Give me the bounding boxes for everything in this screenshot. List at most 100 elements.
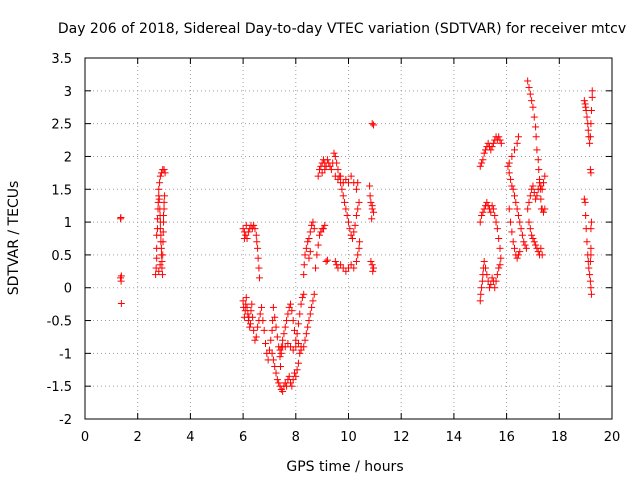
data-point [476,218,484,226]
data-point [534,156,542,164]
data-point [160,198,168,206]
y-tick-label: 3.5 [51,52,72,67]
data-point [300,343,308,351]
data-point [273,333,281,341]
data-point [587,218,595,226]
data-point [239,225,247,233]
data-point [156,225,164,233]
data-point [478,212,486,220]
data-point [255,264,263,272]
data-point [155,195,163,203]
data-point [355,244,363,252]
data-point [526,225,534,233]
data-point [480,149,488,157]
data-point [488,202,496,210]
data-point [586,277,594,285]
data-point [268,326,276,334]
grid [85,58,612,419]
y-axis-label: SDTVAR / TECUs [6,181,22,296]
data-point [346,225,354,233]
data-point [160,218,168,226]
data-point [268,349,276,357]
data-point [514,133,522,141]
data-point [271,362,279,370]
data-point [585,264,593,272]
data-point [252,333,260,341]
data-point [350,264,358,272]
x-axis-label: GPS time / hours [286,459,403,475]
data-point [354,205,362,213]
data-point [492,277,500,285]
data-point [588,87,596,95]
data-point [517,225,525,233]
data-point [538,185,546,193]
data-point [300,261,308,269]
data-point [302,330,310,338]
data-point [294,359,302,367]
data-point [487,146,495,154]
data-point [539,208,547,216]
data-point [516,248,524,256]
data-point [495,264,503,272]
y-tick-label: 3 [64,85,72,100]
data-point [283,317,291,325]
data-point [478,159,486,167]
data-point [155,185,163,193]
data-point [488,143,496,151]
data-point [327,166,335,174]
data-point [532,241,540,249]
data-point [255,274,263,282]
data-point [158,271,166,279]
data-point [331,257,339,265]
data-point [580,195,588,203]
data-point [530,113,538,121]
data-point [497,254,505,262]
data-point [251,336,259,344]
data-point [491,212,499,220]
data-point [277,349,285,357]
x-tick-label: 0 [81,430,89,445]
data-point [508,182,516,190]
data-point [533,192,541,200]
data-point [293,366,301,374]
y-tick-label: 1 [64,216,72,231]
x-tick-label: 12 [393,430,410,445]
data-point [156,261,164,269]
data-point [321,166,329,174]
data-point [508,152,516,160]
data-point [583,113,591,121]
data-point [159,238,167,246]
data-point [496,261,504,269]
y-tick-label: -0.5 [47,315,72,330]
data-point [489,139,497,147]
data-point [323,256,331,264]
data-point [337,172,345,180]
data-point [243,303,251,311]
data-point [305,235,313,242]
data-point [251,225,259,233]
data-point [259,317,267,325]
data-point [305,254,313,262]
data-point [246,323,254,331]
data-point [300,290,308,298]
data-point [507,218,515,226]
data-point [331,152,339,160]
data-point [279,336,287,344]
data-point [276,353,284,361]
y-tick-label: -1.5 [47,380,72,395]
y-tick-label: 2 [64,150,72,165]
data-point [269,356,277,364]
data-point [476,162,484,170]
data-point [292,372,300,380]
data-point [269,303,277,311]
x-tick-label: 14 [446,430,463,445]
data-point [356,238,364,246]
data-point [256,310,264,318]
data-point [586,166,594,174]
data-point [314,172,322,180]
data-point [529,235,537,242]
data-point [158,257,166,265]
data-point [354,251,362,259]
data-point [242,221,250,229]
